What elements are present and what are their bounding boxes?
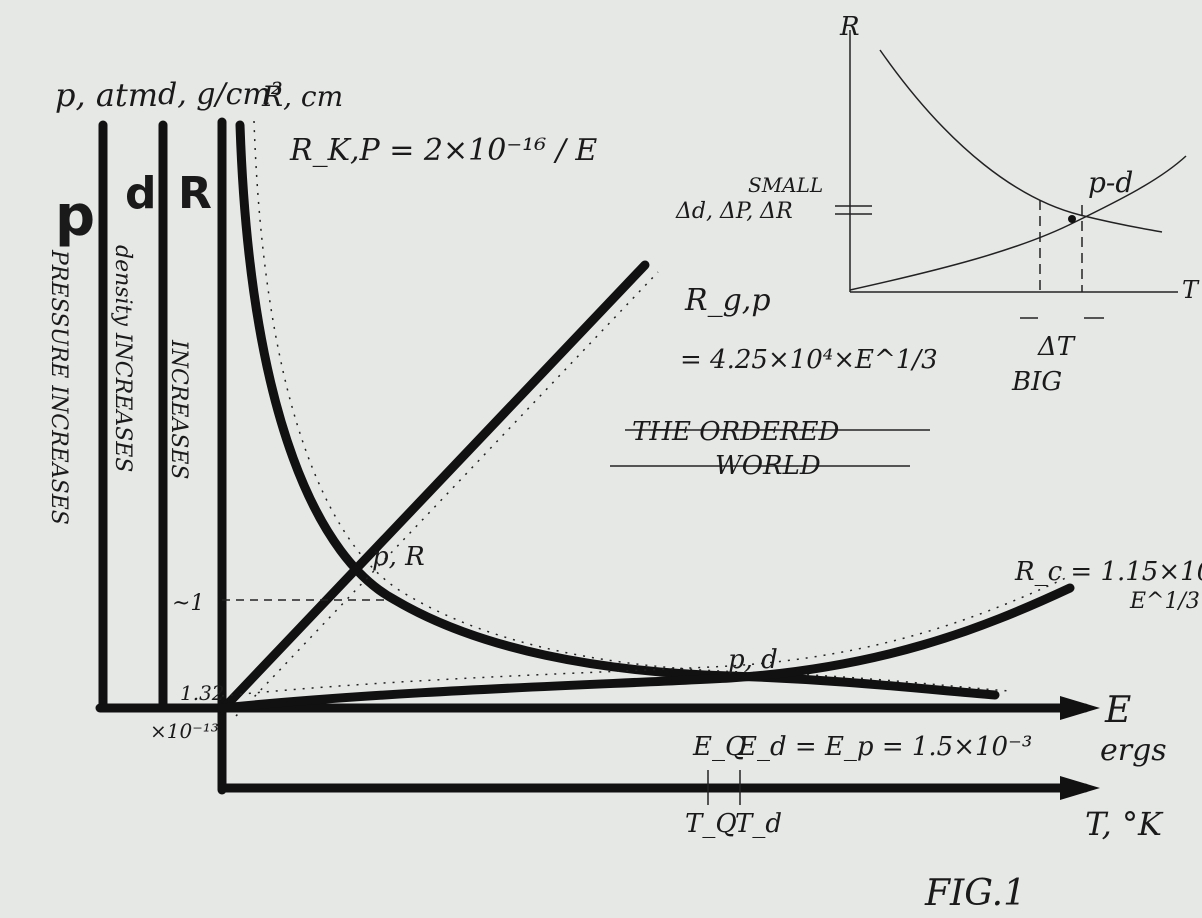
- axis-label: p, atm: [55, 76, 158, 114]
- inset-label: ΔT: [1037, 332, 1076, 362]
- axis-label: R, cm: [261, 80, 343, 113]
- inset-curve: [879, 49, 1163, 233]
- inset-label: T: [1182, 276, 1200, 304]
- formula: E^1/3: [1129, 589, 1200, 614]
- value-label: ×10⁻¹³: [150, 719, 219, 743]
- arrow: [1060, 696, 1100, 720]
- axis-label: d, g/cm²: [158, 77, 283, 112]
- axis-note: INCREASES: [166, 339, 191, 480]
- rkp-curve: [235, 120, 1000, 700]
- point-label: p, d: [728, 645, 778, 675]
- rc-curve: [217, 583, 1075, 713]
- region-label: WORLD: [715, 451, 821, 481]
- axis-letter: R: [178, 168, 212, 219]
- axis-label: T, °K: [1085, 805, 1164, 843]
- energy-label: E_d = E_p = 1.5×10⁻³: [737, 732, 1032, 762]
- value-label: ~1: [172, 591, 204, 616]
- formula: = 4.25×10⁴×E^1/3: [680, 345, 938, 375]
- inset-label: Δd, ΔP, ΔR: [675, 199, 793, 224]
- inset-label: BIG: [1011, 367, 1062, 397]
- inset-curve: [849, 155, 1187, 291]
- temperature-label: T_d: [735, 809, 782, 839]
- inset-label: SMALL: [748, 173, 823, 197]
- arrow: [1060, 776, 1100, 800]
- rgp-line: [217, 260, 650, 715]
- inset-label: R: [839, 12, 860, 42]
- axis-label: ergs: [1100, 733, 1167, 768]
- formula: R_g,p: [684, 283, 771, 318]
- hatching: [235, 271, 659, 717]
- inset-point: [1068, 215, 1076, 223]
- value-label: 1.32: [180, 681, 225, 705]
- axis-note: PRESSURE INCREASES: [46, 249, 71, 525]
- axis-letter: d: [125, 168, 157, 219]
- inset-label: p-d: [1088, 166, 1133, 199]
- formula: R_K,P = 2×10⁻¹⁶ / E: [289, 133, 597, 168]
- axis-letter: p: [55, 184, 95, 249]
- formula: R_c = 1.15×10⁻¹² ×: [1014, 557, 1202, 587]
- energy-label: E_Q: [692, 732, 746, 762]
- point-label: p, R: [372, 542, 425, 572]
- region-label: THE ORDERED: [632, 417, 840, 447]
- axis-label: E: [1104, 690, 1131, 731]
- axis-note: density INCREASES: [110, 245, 135, 472]
- caption: FIG.1: [924, 873, 1026, 914]
- temperature-label: T_Q: [685, 809, 737, 839]
